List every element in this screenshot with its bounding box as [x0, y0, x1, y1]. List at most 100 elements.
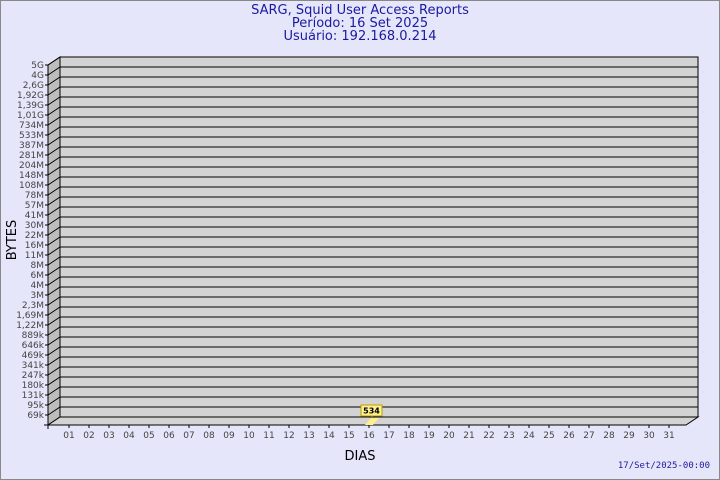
x-tick-label: 20: [443, 431, 455, 441]
grid-line-side: [47, 56, 61, 66]
grid-line-side: [47, 316, 61, 326]
x-tick-label: 04: [123, 431, 135, 441]
grid-line-side: [47, 136, 61, 146]
x-axis-label: DIAS: [345, 449, 376, 464]
grid-line-side: [47, 126, 61, 136]
y-tick-label: 180k: [22, 381, 45, 391]
y-tick-label: 2,6G: [23, 81, 44, 91]
y-tick-label: 131k: [22, 391, 45, 401]
y-tick-label: 57M: [25, 201, 44, 211]
y-tick-label: 3M: [31, 291, 45, 301]
grid-line-side: [47, 156, 61, 166]
grid-line-side: [47, 196, 61, 206]
y-tick-label: 4G: [31, 71, 44, 81]
grid-line-side: [47, 366, 61, 376]
x-tick-label: 09: [223, 431, 235, 441]
x-tick-label: 31: [663, 431, 674, 441]
x-tick-label: 19: [423, 431, 435, 441]
y-tick-label: 1,39G: [17, 101, 44, 111]
y-tick-label: 11M: [25, 251, 44, 261]
y-tick-label: 1,69M: [16, 311, 44, 321]
y-tick-label: 4M: [31, 281, 45, 291]
data-label-box: [360, 404, 383, 417]
grid-line-side: [47, 226, 61, 236]
grid-line-side: [47, 76, 61, 86]
x-tick-label: 16: [363, 431, 375, 441]
grid-line-side: [47, 96, 61, 106]
grid-line-side: [47, 166, 61, 176]
y-tick-label: 22M: [25, 231, 44, 241]
y-tick-label: 281M: [19, 151, 44, 161]
x-tick-label: 22: [483, 431, 494, 441]
grid-line-side: [47, 356, 61, 366]
y-tick-label: 247k: [22, 371, 45, 381]
y-tick-label: 16M: [25, 241, 44, 251]
grid-line-side: [47, 246, 61, 256]
y-tick-label: 1,92G: [17, 91, 44, 101]
x-tick-label: 25: [543, 431, 554, 441]
x-tick-label: 08: [203, 431, 215, 441]
grid-line-side: [47, 206, 61, 216]
y-tick-label: 889k: [22, 331, 45, 341]
y-tick-label: 95k: [27, 401, 44, 411]
y-tick-label: 469k: [22, 351, 45, 361]
grid-line-side: [47, 86, 61, 96]
y-tick-label: 2,3M: [22, 301, 44, 311]
y-tick-label: 533M: [19, 131, 44, 141]
grid-line-side: [47, 396, 61, 406]
x-tick-label: 18: [403, 431, 415, 441]
grid-line-side: [47, 276, 61, 286]
grid-line-side: [47, 326, 61, 336]
grid-line-side: [47, 286, 61, 296]
grid-line-side: [47, 106, 61, 116]
y-tick-label: 341k: [22, 361, 45, 371]
x-tick-label: 03: [103, 431, 114, 441]
grid-line-side: [47, 256, 61, 266]
grid-line-side: [47, 296, 61, 306]
grid-line-side: [47, 386, 61, 396]
chart-title: SARG, Squid User Access Reports: [251, 3, 469, 18]
y-tick-label: 5G: [31, 61, 44, 71]
x-tick-label: 23: [503, 431, 514, 441]
y-tick-label: 41M: [25, 211, 44, 221]
x-tick-label: 10: [243, 431, 255, 441]
y-tick-label: 78M: [25, 191, 44, 201]
y-axis-label: BYTES: [5, 220, 20, 261]
x-tick-label: 14: [323, 431, 335, 441]
grid-line-side: [47, 236, 61, 246]
x-tick-label: 21: [463, 431, 474, 441]
y-tick-label: 6M: [31, 271, 45, 281]
grid-line-side: [47, 346, 61, 356]
x-tick-label: 05: [143, 431, 154, 441]
y-tick-label: 108M: [19, 181, 44, 191]
y-tick-label: 1,01G: [17, 111, 44, 121]
x-tick-label: 11: [263, 431, 274, 441]
y-tick-label: 148M: [19, 171, 44, 181]
x-tick-label: 27: [583, 431, 594, 441]
grid-line-side: [47, 376, 61, 386]
x-tick-label: 15: [343, 431, 354, 441]
x-tick-label: 30: [643, 431, 655, 441]
x-tick-label: 29: [623, 431, 635, 441]
x-tick-label: 13: [303, 431, 314, 441]
y-tick-label: 204M: [19, 161, 44, 171]
y-tick-label: 8M: [31, 261, 45, 271]
x-tick-label: 17: [383, 431, 394, 441]
grid-line-side: [47, 176, 61, 186]
grid-line-side: [47, 266, 61, 276]
y-tick-label: 646k: [22, 341, 45, 351]
data-label: 534: [363, 407, 380, 416]
y-tick-label: 69k: [27, 411, 44, 421]
footer-timestamp: 17/Set/2025-00:00: [617, 461, 710, 471]
y-tick-label: 387M: [19, 141, 44, 151]
x-tick-label: 02: [83, 431, 94, 441]
x-tick-label: 24: [523, 431, 535, 441]
x-tick-label: 07: [183, 431, 194, 441]
y-tick-label: 1,22M: [16, 321, 44, 331]
chart-period: Período: 16 Set 2025: [291, 16, 429, 31]
x-tick-label: 12: [283, 431, 294, 441]
x-tick-label: 28: [603, 431, 615, 441]
bar: [365, 418, 379, 425]
grid-line-side: [47, 336, 61, 346]
